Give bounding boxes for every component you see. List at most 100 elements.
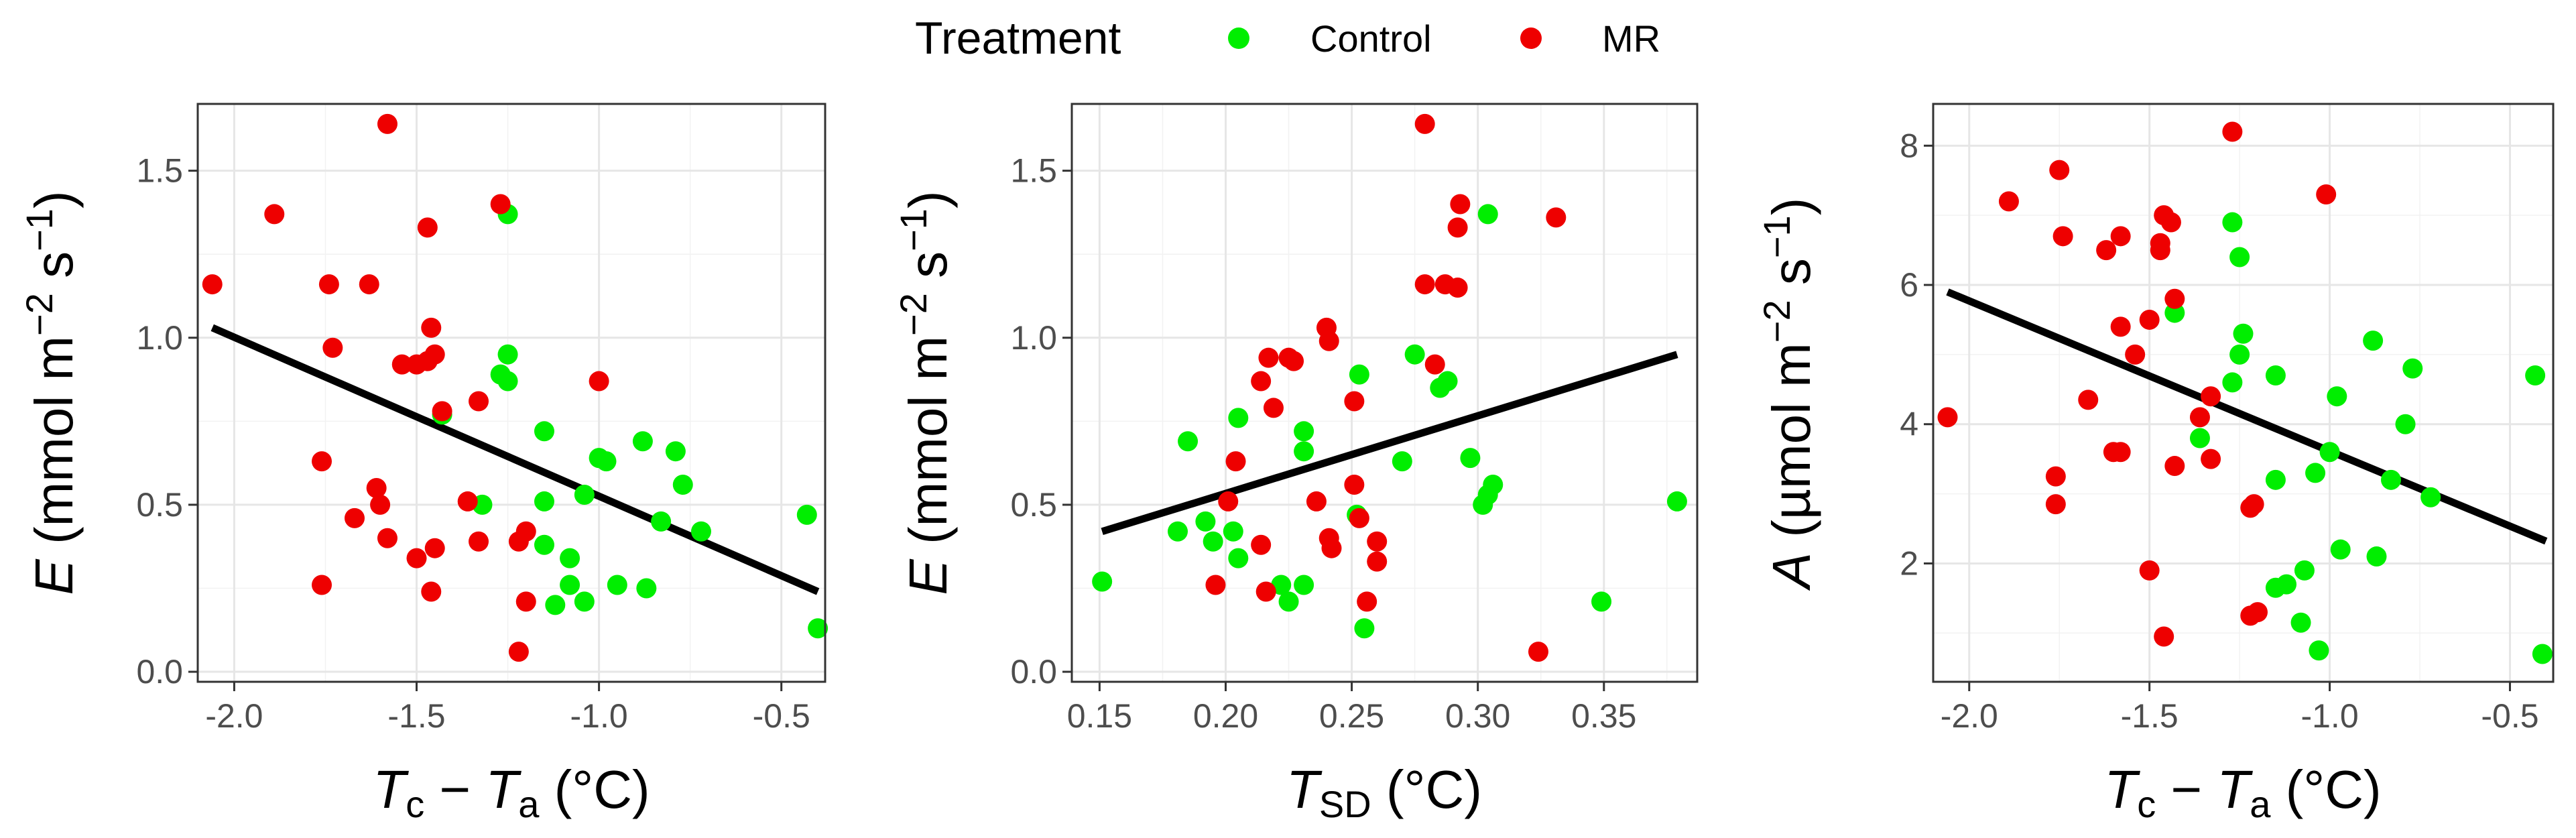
y-tick-label: 1.5 [1010, 152, 1057, 190]
point-control [2189, 428, 2210, 448]
point-control [1178, 431, 1199, 452]
x-tick-label: -2.0 [205, 697, 263, 735]
point-mr [2201, 448, 2221, 469]
point-mr [589, 371, 609, 392]
point-control [2363, 331, 2384, 351]
point-mr [359, 274, 379, 295]
gridlines [1072, 104, 1697, 682]
point-control [2305, 463, 2326, 483]
point-control [632, 431, 653, 452]
point-control [497, 371, 518, 392]
point-mr [264, 204, 285, 225]
x-tick-label: 0.20 [1193, 697, 1258, 735]
point-mr [1414, 113, 1435, 134]
point-mr [318, 274, 339, 295]
point-mr [366, 478, 387, 499]
point-mr [2139, 309, 2160, 330]
point-control [2290, 612, 2311, 633]
point-control [574, 484, 595, 505]
point-mr [508, 642, 529, 662]
point-control [1430, 377, 1451, 398]
point-mr [508, 531, 529, 552]
point-mr [345, 507, 365, 528]
point-control [1092, 571, 1113, 592]
point-control [636, 578, 657, 599]
y-axis-label: E (mmol m−2 s−1) [18, 190, 84, 595]
point-mr [490, 194, 511, 215]
point-control [1278, 591, 1299, 612]
y-tick-label: 0.0 [136, 653, 183, 691]
point-mr [1205, 575, 1226, 595]
legend-key-control [1228, 27, 1249, 49]
point-control [1666, 491, 1687, 512]
point-control [2294, 560, 2315, 581]
axis-ticks: 0.15 0.20 0.25 0.30 0.35 0.0 0.5 1.0 1.5 [1010, 152, 1636, 735]
point-mr [322, 337, 343, 358]
point-control [560, 575, 580, 595]
point-mr [2110, 442, 2131, 463]
point-mr [515, 591, 536, 612]
x-tick-label: -1.0 [570, 697, 628, 735]
point-mr [417, 217, 438, 238]
point-mr [2052, 226, 2073, 247]
point-mr [1344, 475, 1365, 495]
point-control [1294, 421, 1314, 442]
point-control [2319, 442, 2340, 463]
point-control [1294, 441, 1314, 462]
data-points [202, 113, 829, 662]
x-tick-label: -2.0 [1941, 697, 1998, 735]
point-control [1294, 575, 1314, 595]
point-mr [2150, 240, 2170, 261]
point-control [2420, 487, 2441, 507]
point-mr [421, 317, 442, 338]
x-tick-label: 0.30 [1445, 697, 1510, 735]
regression-layer [1946, 288, 2548, 545]
point-mr [1447, 217, 1468, 238]
point-control [1195, 511, 1216, 532]
point-mr [1357, 591, 1377, 612]
point-mr [1349, 507, 1369, 528]
y-axis-label: E (mmol m−2 s−1) [892, 190, 958, 595]
point-control [1473, 494, 1493, 515]
point-mr [391, 354, 412, 375]
point-mr [1284, 351, 1304, 371]
point-mr [1367, 531, 1388, 552]
point-mr [1258, 347, 1279, 368]
point-mr [1546, 207, 1567, 228]
point-mr [1321, 538, 1342, 558]
point-mr [2049, 160, 2070, 180]
point-control [2525, 365, 2546, 386]
x-axis-label: TSD (°C) [1286, 760, 1482, 825]
point-mr [1998, 191, 2019, 212]
x-tick-label: 0.25 [1319, 697, 1384, 735]
point-control [2532, 644, 2553, 664]
point-mr [2045, 494, 2066, 515]
y-tick-label: 4 [1900, 406, 1918, 443]
point-control [1354, 618, 1375, 639]
point-mr [1367, 551, 1388, 572]
point-mr [2045, 466, 2066, 487]
point-control [1203, 531, 1223, 552]
point-mr [1414, 274, 1435, 295]
point-mr [1218, 491, 1239, 512]
point-control [1477, 204, 1498, 225]
point-mr [432, 401, 452, 422]
point-control [607, 575, 627, 595]
point-control [574, 591, 595, 612]
point-mr [457, 491, 478, 512]
point-control [2327, 386, 2347, 407]
point-control [1228, 548, 1249, 568]
point-control [596, 451, 617, 472]
point-mr [2164, 456, 2185, 477]
y-tick-label: 0.5 [136, 486, 183, 524]
gridlines [198, 104, 825, 682]
point-mr [1263, 398, 1284, 418]
point-control [2380, 469, 2401, 490]
point-mr [469, 531, 489, 552]
point-control [2265, 577, 2286, 598]
point-control [2229, 247, 2250, 267]
point-control [534, 534, 554, 555]
point-mr [377, 113, 397, 134]
y-tick-label: 6 [1900, 266, 1918, 304]
point-control [2366, 546, 2387, 567]
